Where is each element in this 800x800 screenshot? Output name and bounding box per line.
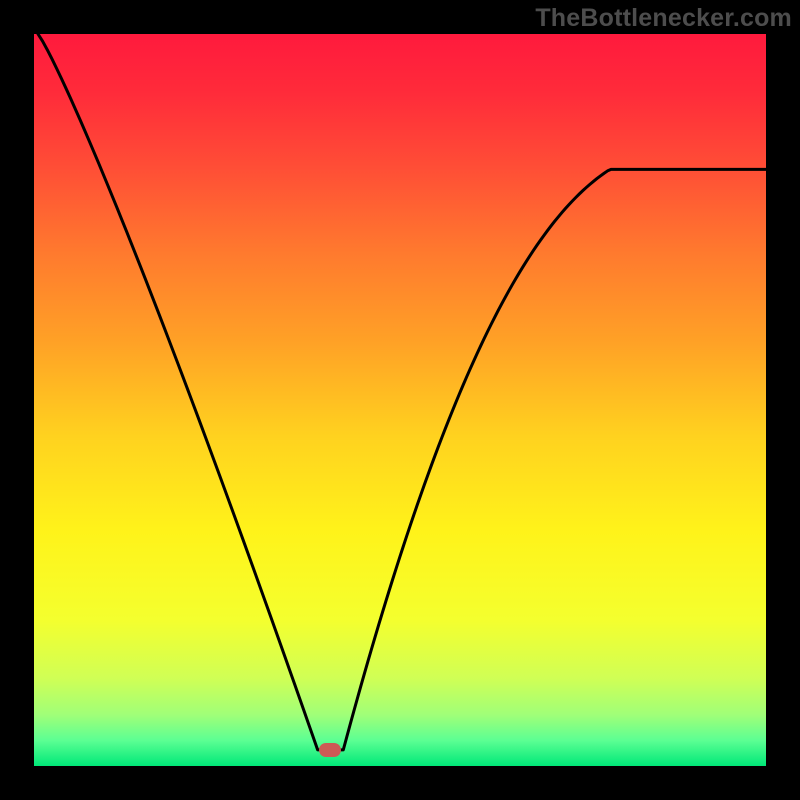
border-bottom (0, 766, 800, 800)
bottleneck-curve (34, 34, 766, 766)
border-left (0, 0, 34, 800)
plot-area (34, 34, 766, 766)
v-curve-path (38, 34, 766, 750)
minimum-marker (319, 743, 341, 757)
border-right (766, 0, 800, 800)
chart-frame: TheBottlenecker.com (0, 0, 800, 800)
watermark-text: TheBottlenecker.com (535, 4, 792, 33)
